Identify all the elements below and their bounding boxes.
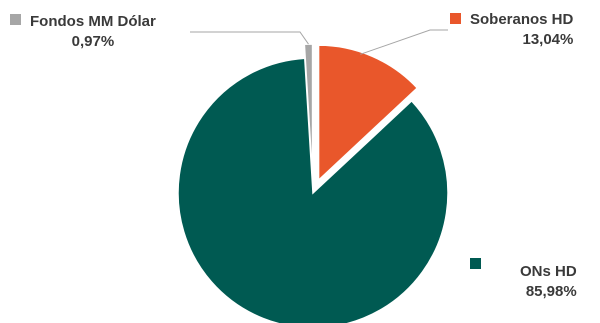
- slice-ons-hd: [177, 57, 449, 323]
- slice-value-ons: 85,98%: [525, 283, 577, 300]
- label-fondos-mm-dolar: Fondos MM Dólar 0,97%: [10, 12, 156, 52]
- legend-swatch-ons: [470, 258, 481, 269]
- slice-value-soberanos: 13,04%: [522, 31, 574, 48]
- slice-soberanos-hd: [317, 44, 419, 182]
- slice-name-fondos: Fondos MM Dólar: [30, 13, 156, 30]
- legend-swatch-soberanos: [450, 13, 461, 24]
- legend-swatch-fondos: [10, 14, 21, 25]
- slice-name-ons: ONs HD: [520, 263, 577, 280]
- slice-name-soberanos: Soberanos HD: [470, 11, 574, 28]
- leader-line-soberanos: [360, 29, 448, 55]
- label-soberanos-hd: Soberanos HD 13,04%: [450, 10, 574, 50]
- label-ons-hd: ONs HD 85,98%: [470, 258, 577, 302]
- leader-line-fondos: [190, 31, 309, 45]
- slice-value-fondos: 0,97%: [71, 33, 115, 50]
